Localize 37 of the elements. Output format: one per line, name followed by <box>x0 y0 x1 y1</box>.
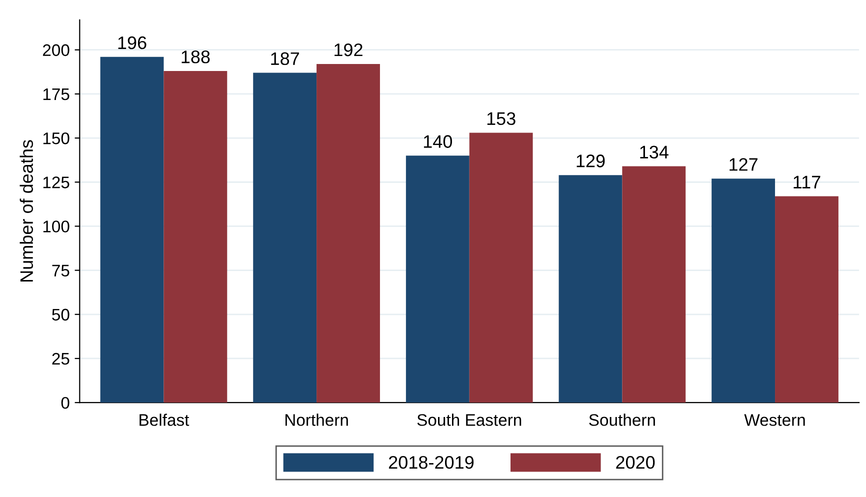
data-label: 192 <box>334 43 362 56</box>
text: 2018-2019 <box>388 456 474 469</box>
x-tick-label: Western <box>744 414 805 426</box>
y-tick-label: 125 <box>43 176 70 188</box>
x-tick-label: South Eastern <box>417 414 522 426</box>
data-label: 134 <box>640 146 668 159</box>
data-label: 187 <box>271 52 299 66</box>
bar <box>406 156 470 403</box>
y-tick-label: 100 <box>43 220 70 232</box>
y-tick-label: 50 <box>52 308 70 321</box>
bar <box>712 178 776 403</box>
data-label: 153 <box>487 112 516 126</box>
bar <box>775 196 838 403</box>
y-tick-label: 200 <box>42 44 70 56</box>
data-label: 127 <box>730 158 758 171</box>
y-tick-label: 150 <box>43 132 70 144</box>
legend-label: 2020 <box>616 456 655 469</box>
y-tick-label: 25 <box>52 352 70 365</box>
x-tick-label: Northern <box>285 414 348 426</box>
bar <box>253 72 317 403</box>
x-tick-label: Southern <box>589 414 655 426</box>
bar <box>622 166 686 403</box>
data-label: 140 <box>424 135 452 148</box>
bar <box>469 132 533 403</box>
y-axis-title: Number of deaths <box>20 140 34 282</box>
data-label: 196 <box>118 36 146 50</box>
data-label: 117 <box>794 176 820 188</box>
x-tick-label: Belfast <box>140 414 190 426</box>
y-tick-label: 175 <box>43 88 70 100</box>
data-label: 129 <box>576 154 605 168</box>
y-tick-label: 75 <box>52 264 70 277</box>
y-tick-label: 0 <box>61 396 70 409</box>
bar <box>558 175 622 403</box>
data-label: 188 <box>182 50 210 64</box>
bar <box>164 71 228 403</box>
bar <box>100 56 164 403</box>
bar <box>316 64 380 403</box>
